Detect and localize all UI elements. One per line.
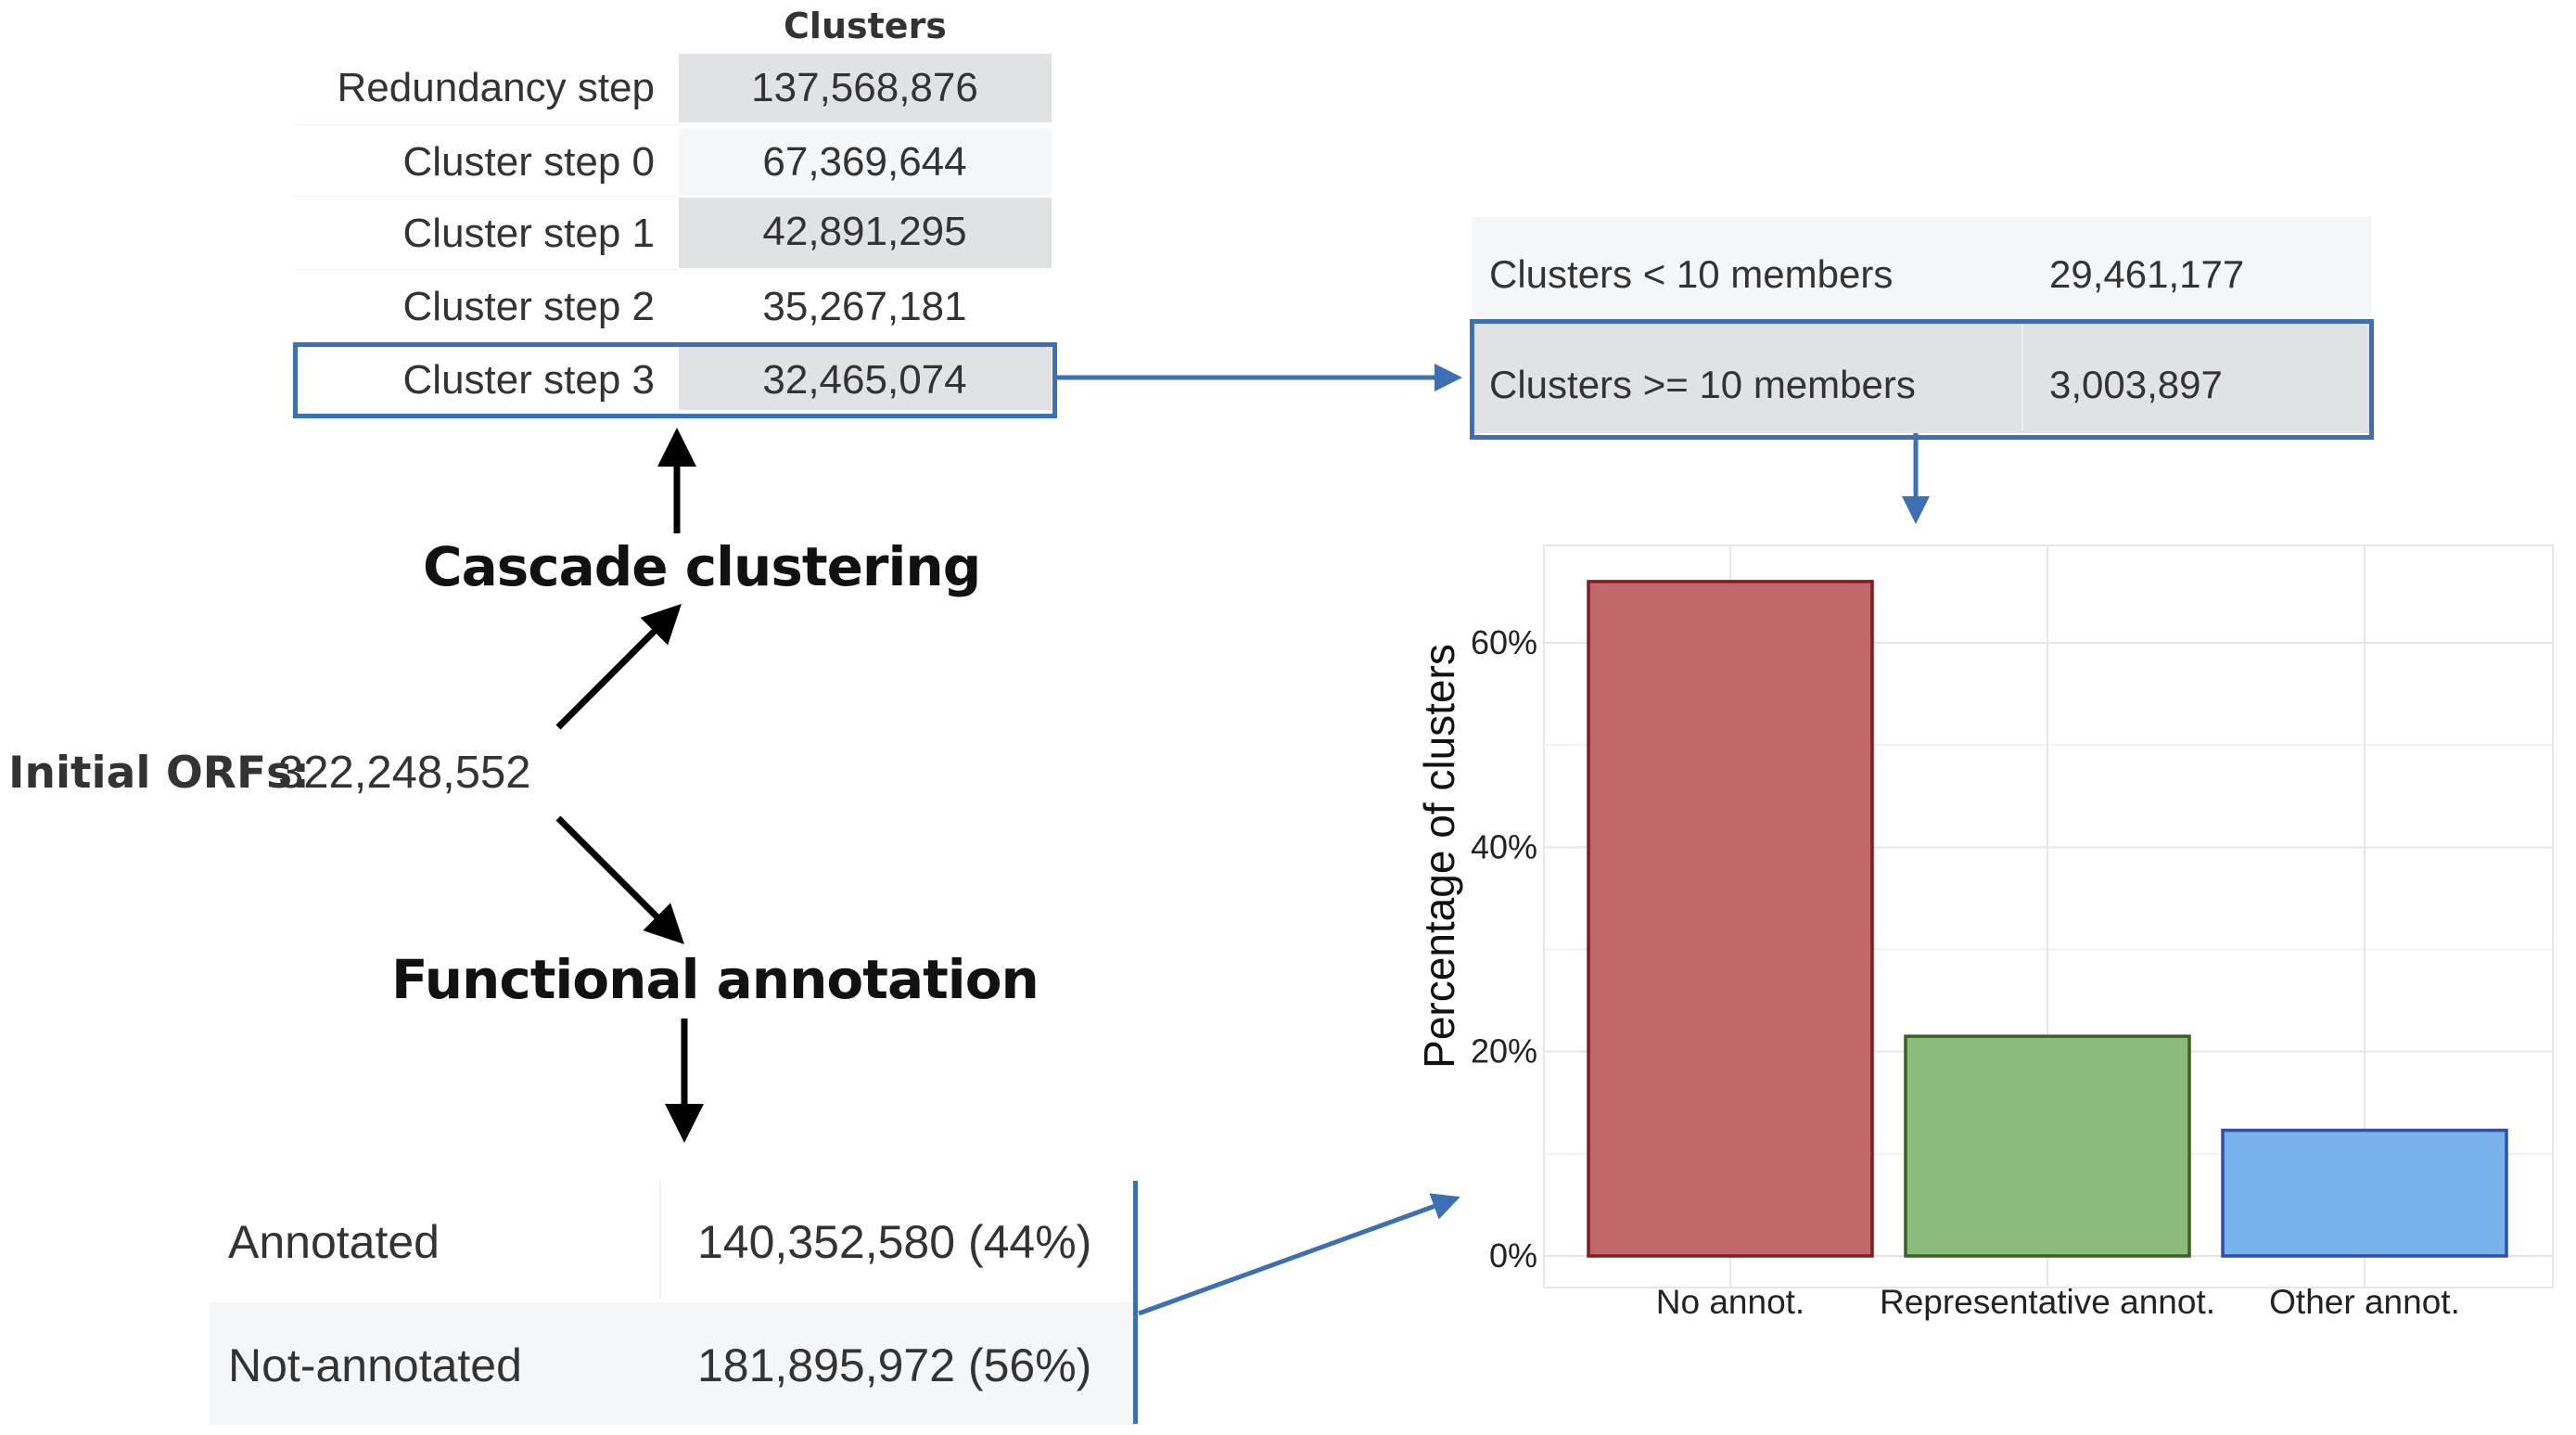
bar-representative-annot — [1904, 1034, 2191, 1258]
bar-chart: 0% 20% 40% 60% No annot. Representative annot… — [1408, 538, 2557, 1336]
cascade-clustering-heading: Cascade clustering — [423, 535, 981, 598]
x-category-label: No annot. — [1656, 1283, 1804, 1321]
y-axis-label: Percentage of clusters — [1415, 644, 1463, 1069]
functional-annotation-heading: Functional annotation — [391, 948, 1039, 1011]
cluster-row-label: Redundancy step — [337, 65, 655, 110]
y-tick-label: 40% — [1471, 827, 1537, 865]
cluster-step-3-highlight — [293, 342, 1057, 418]
cluster-table-cell-bg — [679, 54, 1052, 122]
cluster-row-value: 35,267,181 — [762, 284, 967, 329]
size-row-value: 3,003,897 — [2049, 363, 2223, 406]
row-separator — [295, 124, 677, 125]
annotation-row-label: Annotated — [228, 1216, 440, 1268]
bar-other-annot — [2221, 1128, 2508, 1258]
size-table-row-bg — [1472, 216, 2371, 318]
annotation-row-label: Not-annotated — [228, 1339, 522, 1391]
cluster-table-cell-bg — [679, 128, 1052, 195]
y-tick-label: 0% — [1489, 1236, 1537, 1275]
cluster-table-cell-bg — [679, 345, 1052, 410]
cluster-row-value: 32,465,074 — [762, 357, 967, 403]
arrow-to-cascade-clustering — [555, 604, 682, 730]
cluster-row-label: Cluster step 0 — [402, 139, 655, 185]
cluster-row-label: Cluster step 1 — [402, 211, 655, 256]
size-table-divider — [2021, 322, 2023, 431]
row-separator — [295, 196, 677, 197]
bar-no-annot — [1587, 580, 1874, 1258]
annotation-row-bg — [210, 1302, 1135, 1425]
large-clusters-highlight — [1470, 319, 2374, 440]
annotation-row-value: 181,895,972 (56%) — [697, 1339, 1092, 1391]
size-row-label: Clusters >= 10 members — [1489, 363, 1916, 406]
cluster-row-label: Cluster step 3 — [402, 357, 655, 403]
y-tick-label: 60% — [1471, 623, 1537, 661]
initial-orfs-label: Initial ORFs: — [8, 748, 310, 799]
cluster-table-cell-bg — [679, 198, 1052, 268]
x-category-label: Representative annot. — [1880, 1283, 2215, 1321]
size-row-value: 29,461,177 — [2049, 252, 2245, 296]
annotation-bracket — [1133, 1181, 1138, 1424]
annotation-row-value: 140,352,580 (44%) — [697, 1216, 1092, 1268]
row-separator — [295, 269, 677, 270]
size-row-label: Clusters < 10 members — [1489, 252, 1894, 296]
size-table-row-bg — [1472, 322, 2371, 433]
x-category-label: Other annot. — [2269, 1283, 2460, 1321]
cluster-row-value: 42,891,295 — [762, 209, 967, 254]
cluster-table-header: Clusters — [784, 6, 947, 46]
chart-svg: 0% 20% 40% 60% No annot. Representative annot… — [1415, 545, 2554, 1321]
cluster-row-label: Cluster step 2 — [402, 284, 655, 329]
annotation-row-bg — [210, 1181, 1135, 1300]
initial-orfs-value: 322,248,552 — [278, 748, 531, 798]
y-tick-label: 20% — [1471, 1032, 1537, 1070]
cluster-row-value: 67,369,644 — [762, 139, 967, 185]
cluster-row-value: 137,568,876 — [751, 65, 978, 110]
arrow-to-chart-from-annotation — [1138, 1193, 1460, 1316]
annotation-table-divider — [659, 1181, 661, 1300]
arrow-to-functional-annotation — [555, 815, 684, 944]
